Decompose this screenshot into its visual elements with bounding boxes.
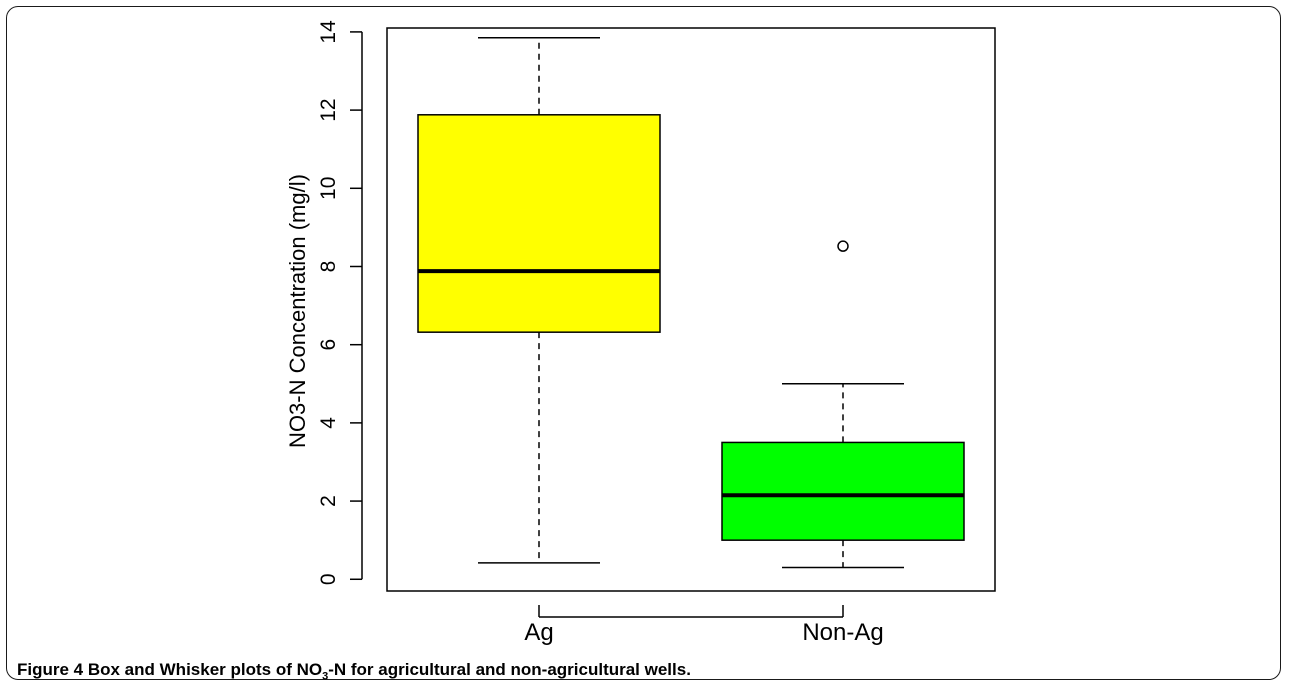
caption-subscript: 3 [322, 670, 329, 683]
caption-text-2: -N for agricultural and non-agricultural… [328, 660, 691, 679]
y-tick-label: 0 [317, 573, 340, 585]
box-non-ag [721, 240, 965, 569]
y-tick-label: 2 [317, 495, 340, 507]
x-tick-label: Ag [524, 619, 553, 646]
y-tick-label: 12 [317, 98, 340, 121]
iqr-box [417, 114, 661, 333]
plot-area [386, 27, 996, 592]
caption-text-1: Box and Whisker plots of NO [83, 660, 323, 679]
y-tick-label: 14 [317, 20, 340, 44]
y-tick-label: 4 [317, 417, 340, 429]
y-axis-label: NO3-N Concentration (mg/l) [285, 174, 310, 448]
x-axis: Ag Non-Ag [524, 605, 884, 646]
y-tick-label: 6 [317, 339, 340, 351]
boxes [417, 37, 965, 569]
figure-caption: Figure 4 Box and Whisker plots of NO3-N … [17, 660, 691, 682]
y-axis: 0 2 4 6 8 10 12 14 [317, 20, 363, 585]
figure-label: Figure 4 [17, 660, 84, 679]
box-ag [417, 37, 661, 564]
figure-frame [6, 6, 1281, 680]
y-tick-label: 8 [317, 261, 340, 273]
iqr-box [721, 441, 965, 541]
x-tick-label: Non-Ag [802, 619, 883, 646]
y-tick-label: 10 [317, 177, 340, 200]
outlier-point [837, 240, 849, 252]
